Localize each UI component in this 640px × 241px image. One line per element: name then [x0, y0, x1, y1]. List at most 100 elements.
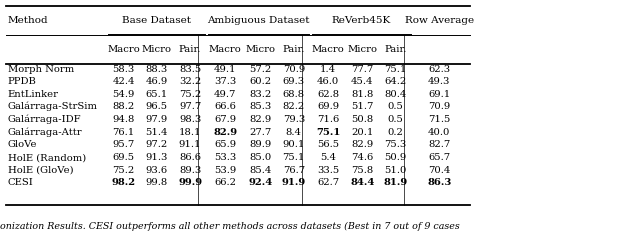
Text: 96.5: 96.5	[146, 102, 168, 111]
Text: 42.4: 42.4	[112, 77, 135, 86]
Text: 85.3: 85.3	[250, 102, 271, 111]
Text: 65.1: 65.1	[146, 90, 168, 99]
Text: 46.0: 46.0	[317, 77, 339, 86]
Text: 85.4: 85.4	[250, 166, 271, 175]
Text: 75.1: 75.1	[283, 153, 305, 162]
Text: onization Results. CESI outperforms all other methods across datasets (Best in 7: onization Results. CESI outperforms all …	[0, 222, 460, 231]
Text: 82.9: 82.9	[351, 141, 373, 149]
Text: 32.2: 32.2	[179, 77, 201, 86]
Text: 50.9: 50.9	[385, 153, 406, 162]
Text: GloVe: GloVe	[8, 141, 37, 149]
Text: HolE (GloVe): HolE (GloVe)	[8, 166, 74, 175]
Text: 65.7: 65.7	[428, 153, 451, 162]
Text: 97.7: 97.7	[179, 102, 201, 111]
Text: 99.9: 99.9	[178, 178, 202, 187]
Text: Micro: Micro	[246, 45, 275, 54]
Text: 71.6: 71.6	[317, 115, 339, 124]
Text: 79.3: 79.3	[283, 115, 305, 124]
Text: 64.2: 64.2	[385, 77, 406, 86]
Text: 92.4: 92.4	[248, 178, 273, 187]
Text: 0.5: 0.5	[388, 115, 403, 124]
Text: 1.4: 1.4	[320, 65, 336, 74]
Text: 83.2: 83.2	[250, 90, 271, 99]
Text: 86.3: 86.3	[427, 178, 452, 187]
Text: 82.9: 82.9	[250, 115, 271, 124]
Text: 77.7: 77.7	[351, 65, 373, 74]
Text: 8.4: 8.4	[285, 128, 302, 137]
Text: Pair.: Pair.	[283, 45, 305, 54]
Text: 69.3: 69.3	[283, 77, 305, 86]
Text: 53.9: 53.9	[214, 166, 236, 175]
Text: 49.3: 49.3	[428, 77, 451, 86]
Text: 69.1: 69.1	[428, 90, 451, 99]
Text: 37.3: 37.3	[214, 77, 236, 86]
Text: Pair.: Pair.	[179, 45, 201, 54]
Text: 75.1: 75.1	[316, 128, 340, 137]
Text: 75.8: 75.8	[351, 166, 373, 175]
Text: 75.2: 75.2	[179, 90, 201, 99]
Text: 91.3: 91.3	[146, 153, 168, 162]
Text: 95.7: 95.7	[113, 141, 134, 149]
Text: 46.9: 46.9	[146, 77, 168, 86]
Text: Morph Norm: Morph Norm	[8, 65, 74, 74]
Text: Micro: Micro	[142, 45, 172, 54]
Text: Pair.: Pair.	[385, 45, 406, 54]
Text: 97.9: 97.9	[146, 115, 168, 124]
Text: 66.6: 66.6	[214, 102, 236, 111]
Text: 0.2: 0.2	[388, 128, 403, 137]
Text: 69.9: 69.9	[317, 102, 339, 111]
Text: Galárraga-IDF: Galárraga-IDF	[8, 115, 81, 124]
Text: 51.4: 51.4	[145, 128, 168, 137]
Text: 82.2: 82.2	[283, 102, 305, 111]
Text: 97.2: 97.2	[146, 141, 168, 149]
Text: 81.8: 81.8	[351, 90, 373, 99]
Text: 54.9: 54.9	[113, 90, 134, 99]
Text: 50.8: 50.8	[351, 115, 373, 124]
Text: 90.1: 90.1	[283, 141, 305, 149]
Text: 68.8: 68.8	[283, 90, 305, 99]
Text: 74.6: 74.6	[351, 153, 373, 162]
Text: Base Dataset: Base Dataset	[122, 16, 191, 25]
Text: 80.4: 80.4	[385, 90, 406, 99]
Text: 66.2: 66.2	[214, 178, 236, 187]
Text: 76.7: 76.7	[283, 166, 305, 175]
Text: 53.3: 53.3	[214, 153, 236, 162]
Text: 91.1: 91.1	[179, 141, 202, 149]
Text: 49.1: 49.1	[214, 65, 237, 74]
Text: 57.2: 57.2	[250, 65, 271, 74]
Text: 70.9: 70.9	[283, 65, 305, 74]
Text: 94.8: 94.8	[113, 115, 134, 124]
Text: 89.3: 89.3	[179, 166, 201, 175]
Text: 99.8: 99.8	[146, 178, 168, 187]
Text: 56.5: 56.5	[317, 141, 339, 149]
Text: 62.3: 62.3	[428, 65, 451, 74]
Text: 20.1: 20.1	[351, 128, 373, 137]
Text: 98.3: 98.3	[179, 115, 201, 124]
Text: 62.8: 62.8	[317, 90, 339, 99]
Text: Ambiguous Dataset: Ambiguous Dataset	[207, 16, 310, 25]
Text: 51.0: 51.0	[385, 166, 406, 175]
Text: 65.9: 65.9	[214, 141, 236, 149]
Text: 58.3: 58.3	[113, 65, 134, 74]
Text: 93.6: 93.6	[146, 166, 168, 175]
Text: 67.9: 67.9	[214, 115, 236, 124]
Text: 62.7: 62.7	[317, 178, 339, 187]
Text: 18.1: 18.1	[179, 128, 202, 137]
Text: EntLinker: EntLinker	[8, 90, 59, 99]
Text: Macro: Macro	[312, 45, 344, 54]
Text: Macro: Macro	[209, 45, 242, 54]
Text: 40.0: 40.0	[428, 128, 451, 137]
Text: Macro: Macro	[107, 45, 140, 54]
Text: HolE (Random): HolE (Random)	[8, 153, 86, 162]
Text: 82.7: 82.7	[428, 141, 451, 149]
Text: 51.7: 51.7	[351, 102, 373, 111]
Text: 75.2: 75.2	[113, 166, 134, 175]
Text: 82.9: 82.9	[213, 128, 237, 137]
Text: 88.3: 88.3	[146, 65, 168, 74]
Text: 75.1: 75.1	[385, 65, 406, 74]
Text: 0.5: 0.5	[388, 102, 403, 111]
Text: Micro: Micro	[348, 45, 377, 54]
Text: 75.3: 75.3	[385, 141, 406, 149]
Text: 27.7: 27.7	[250, 128, 271, 137]
Text: 84.4: 84.4	[350, 178, 374, 187]
